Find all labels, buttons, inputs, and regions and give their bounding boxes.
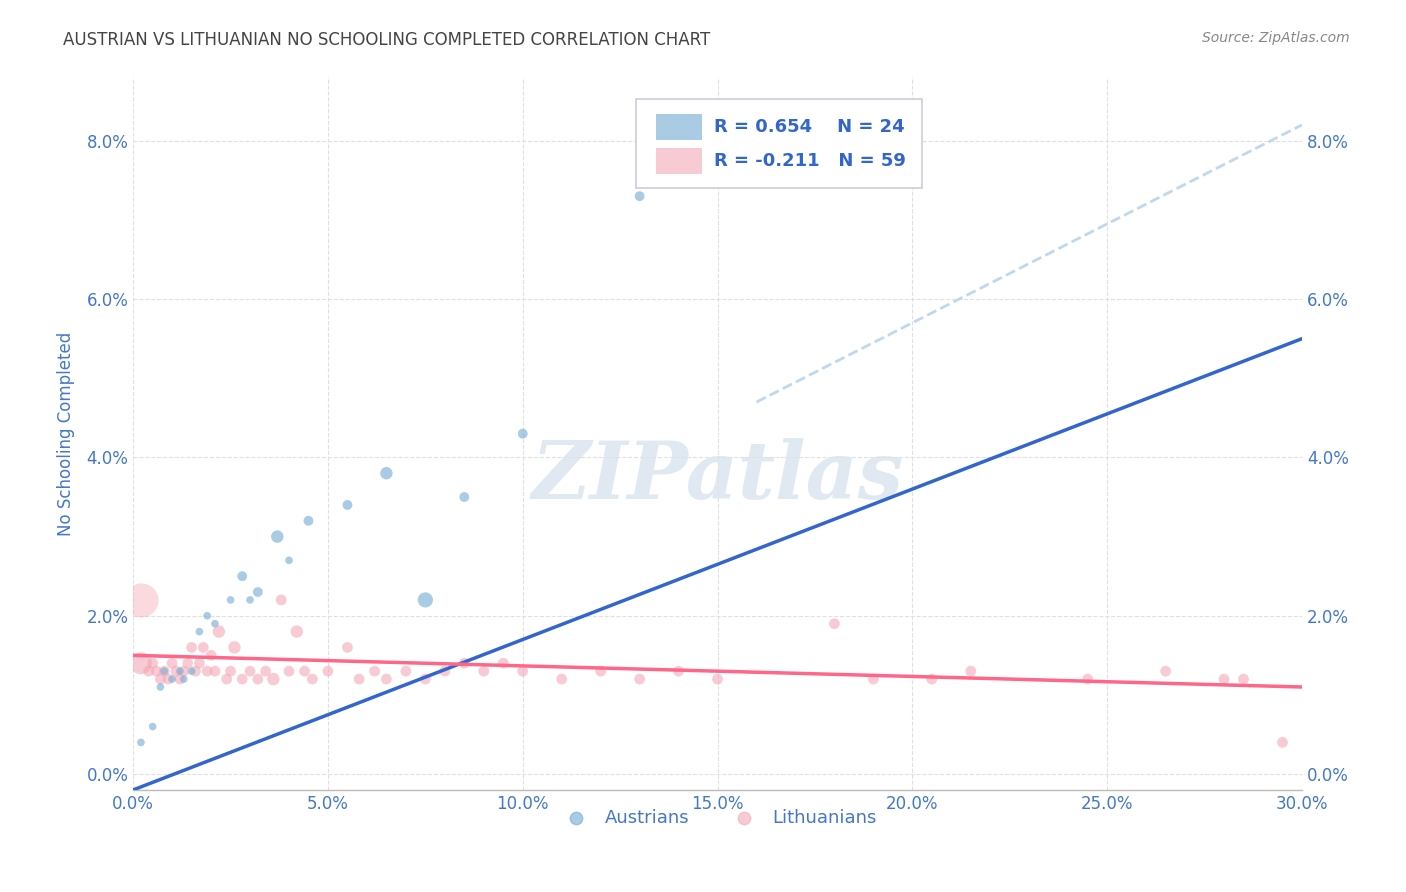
- Point: [266, 530, 288, 544]
- Point: [254, 664, 277, 678]
- Point: [433, 664, 456, 678]
- Text: AUSTRIAN VS LITHUANIAN NO SCHOOLING COMPLETED CORRELATION CHART: AUSTRIAN VS LITHUANIAN NO SCHOOLING COMP…: [63, 31, 710, 49]
- Point: [453, 657, 475, 671]
- Point: [169, 672, 191, 686]
- Point: [219, 593, 242, 607]
- Point: [165, 664, 187, 678]
- Point: [395, 664, 418, 678]
- Point: [138, 664, 160, 678]
- Point: [129, 657, 152, 671]
- Point: [364, 664, 387, 678]
- Point: [375, 467, 398, 481]
- Point: [173, 664, 195, 678]
- Point: [823, 616, 845, 631]
- Point: [628, 672, 651, 686]
- Point: [195, 664, 218, 678]
- Point: [142, 720, 165, 734]
- Point: [153, 664, 176, 678]
- Point: [668, 664, 690, 678]
- Point: [231, 672, 253, 686]
- Point: [176, 657, 198, 671]
- Text: ZIPatlas: ZIPatlas: [531, 438, 904, 516]
- Bar: [655, 114, 703, 140]
- Point: [706, 672, 728, 686]
- Point: [142, 657, 165, 671]
- Point: [512, 426, 534, 441]
- Point: [278, 664, 301, 678]
- Point: [415, 672, 437, 686]
- Text: R = -0.211   N = 59: R = -0.211 N = 59: [714, 152, 905, 169]
- Point: [1271, 735, 1294, 749]
- Point: [145, 664, 167, 678]
- Point: [184, 664, 207, 678]
- Point: [224, 640, 246, 655]
- Point: [415, 593, 437, 607]
- Point: [160, 672, 183, 686]
- Text: R = 0.654    N = 24: R = 0.654 N = 24: [714, 119, 904, 136]
- Point: [149, 680, 172, 694]
- Point: [589, 664, 612, 678]
- Point: [180, 640, 202, 655]
- Point: [1077, 672, 1099, 686]
- Point: [336, 498, 359, 512]
- Bar: [655, 148, 703, 174]
- Y-axis label: No Schooling Completed: No Schooling Completed: [58, 332, 75, 536]
- FancyBboxPatch shape: [636, 99, 922, 188]
- Point: [336, 640, 359, 655]
- Point: [169, 664, 191, 678]
- Point: [153, 664, 176, 678]
- Point: [301, 672, 323, 686]
- Point: [294, 664, 316, 678]
- Point: [347, 672, 370, 686]
- Point: [316, 664, 339, 678]
- Point: [862, 672, 884, 686]
- Point: [492, 657, 515, 671]
- Point: [239, 593, 262, 607]
- Point: [129, 593, 152, 607]
- Point: [231, 569, 253, 583]
- Point: [208, 624, 231, 639]
- Point: [262, 672, 284, 686]
- Point: [921, 672, 943, 686]
- Point: [246, 672, 269, 686]
- Point: [246, 585, 269, 599]
- Point: [193, 640, 215, 655]
- Point: [195, 608, 218, 623]
- Text: Source: ZipAtlas.com: Source: ZipAtlas.com: [1202, 31, 1350, 45]
- Point: [278, 553, 301, 567]
- Point: [204, 664, 226, 678]
- Point: [270, 593, 292, 607]
- Point: [628, 189, 651, 203]
- Point: [188, 624, 211, 639]
- Legend: Austrians, Lithuanians: Austrians, Lithuanians: [551, 802, 884, 834]
- Point: [472, 664, 495, 678]
- Point: [173, 672, 195, 686]
- Point: [215, 672, 238, 686]
- Point: [204, 616, 226, 631]
- Point: [453, 490, 475, 504]
- Point: [1232, 672, 1254, 686]
- Point: [551, 672, 574, 686]
- Point: [285, 624, 308, 639]
- Point: [219, 664, 242, 678]
- Point: [512, 664, 534, 678]
- Point: [149, 672, 172, 686]
- Point: [188, 657, 211, 671]
- Point: [297, 514, 319, 528]
- Point: [129, 735, 152, 749]
- Point: [160, 657, 183, 671]
- Point: [1154, 664, 1177, 678]
- Point: [1213, 672, 1236, 686]
- Point: [180, 664, 202, 678]
- Point: [959, 664, 981, 678]
- Point: [239, 664, 262, 678]
- Point: [375, 672, 398, 686]
- Point: [157, 672, 180, 686]
- Point: [200, 648, 222, 663]
